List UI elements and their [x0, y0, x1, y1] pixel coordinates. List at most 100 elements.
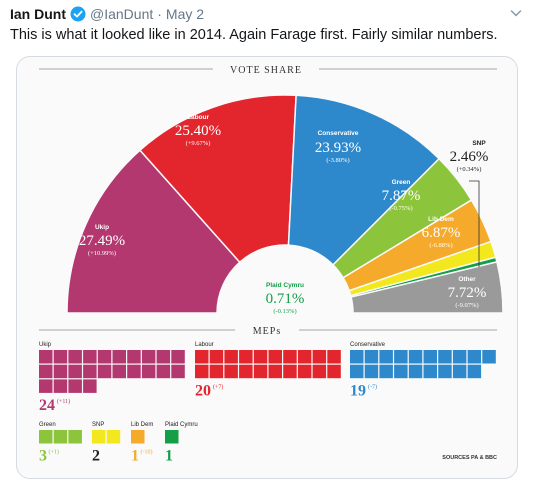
author-handle[interactable]: @IanDunt — [90, 6, 154, 22]
slice-conservative — [287, 94, 441, 266]
mep-seat — [53, 430, 68, 444]
mep-seat — [467, 364, 482, 379]
mep-seat — [327, 364, 341, 379]
label-snp-value: 2.46% — [450, 149, 489, 165]
mep-seat — [379, 350, 393, 364]
mep-party-label: Plaid Cymru — [165, 422, 198, 428]
tweet-date[interactable]: May 2 — [165, 6, 205, 22]
label-libdem-change: (-6.88%) — [429, 242, 452, 249]
election-graphic: VOTE SHARE Ukip Labour Conservative Gree… — [17, 65, 517, 465]
label-conservative-change: (-3.80%) — [326, 157, 349, 164]
mep-count: 1 — [165, 448, 173, 465]
mep-seat — [127, 364, 141, 379]
mep-count: 24 — [39, 397, 55, 414]
mep-seat — [364, 364, 379, 379]
label-conservative-value: 23.93% — [315, 140, 361, 156]
mep-seat — [283, 350, 297, 364]
label-libdem-value: 6.87% — [422, 225, 461, 241]
mep-seat — [327, 350, 341, 364]
mep-seat — [224, 350, 238, 364]
mep-count: 20 — [195, 382, 211, 399]
mep-party-label: SNP — [92, 422, 104, 428]
mep-group-green: Green 3 (+1) — [39, 422, 82, 465]
mep-seat — [467, 350, 482, 364]
meps-title: MEPs — [253, 326, 281, 337]
mep-party-label: Conservative — [350, 342, 386, 348]
mep-seat — [53, 364, 68, 379]
mep-seat — [438, 364, 452, 379]
mep-group-libdem: Lib Dem 1 (-10) — [131, 422, 153, 465]
mep-count: 3 — [39, 448, 47, 465]
mep-seat-grids: Ukip 24 (+11) Labour 20 (+7) Conservative 19 (-7… — [39, 342, 496, 465]
mep-seat — [452, 350, 467, 364]
mep-seat — [394, 364, 408, 379]
mep-seat — [97, 364, 112, 379]
mep-seat — [239, 364, 253, 379]
mep-count: 1 — [131, 448, 139, 465]
verified-badge-icon — [70, 6, 86, 22]
mep-count: 2 — [92, 448, 100, 465]
mep-seat — [253, 364, 268, 379]
tweet-header: Ian Dunt @IanDunt · May 2 — [10, 4, 523, 24]
mep-seat — [68, 364, 82, 379]
tweet-text: This is what it looked like in 2014. Aga… — [10, 27, 498, 43]
mep-seat — [92, 430, 106, 444]
mep-seat — [394, 350, 408, 364]
mep-seat — [482, 350, 496, 364]
mep-party-label: Ukip — [39, 342, 52, 348]
sources-note: SOURCES PA & BBC — [442, 455, 497, 461]
mep-seat — [141, 364, 156, 379]
mep-seat — [131, 430, 145, 444]
chevron-down-icon[interactable] — [509, 6, 523, 20]
mep-seat — [83, 364, 97, 379]
label-conservative-name: Conservative — [318, 130, 359, 137]
mep-seat — [53, 350, 68, 364]
vote-share-chart — [17, 94, 517, 315]
mep-seat — [239, 350, 253, 364]
mep-seat — [39, 350, 53, 364]
mep-party-label: Green — [39, 422, 56, 428]
label-snp-name: SNP — [472, 140, 486, 147]
label-labour-name: Labour — [187, 114, 209, 121]
label-plaid-value: 0.71% — [266, 291, 305, 307]
mep-seat — [408, 350, 423, 364]
mep-seat — [297, 364, 312, 379]
mep-seat — [165, 430, 179, 444]
mep-seat — [195, 350, 209, 364]
label-green-value: 7.87% — [382, 188, 421, 204]
vote-share-title: VOTE SHARE — [230, 65, 302, 76]
tweet-media-card[interactable]: VOTE SHARE Ukip Labour Conservative Gree… — [16, 56, 518, 479]
mep-seat — [312, 364, 327, 379]
label-snp-change: (+0.34%) — [457, 166, 482, 173]
mep-seat — [127, 350, 141, 364]
mep-seat — [112, 350, 126, 364]
separator: · — [157, 6, 162, 22]
author-name[interactable]: Ian Dunt — [10, 6, 66, 22]
mep-count: 19 — [350, 382, 366, 399]
mep-seat — [68, 430, 82, 444]
mep-seat — [253, 350, 268, 364]
label-libdem-name: Lib Dem — [428, 216, 454, 223]
mep-seat — [268, 364, 282, 379]
label-other-change: (-9.07%) — [455, 302, 478, 309]
mep-seat — [268, 350, 282, 364]
mep-change: (-7) — [368, 383, 377, 390]
mep-seat — [83, 379, 97, 393]
mep-change: (+11) — [57, 398, 70, 405]
mep-seat — [364, 350, 379, 364]
mep-group-snp: SNP 2 — [92, 422, 121, 465]
mep-seat — [438, 350, 452, 364]
label-other-value: 7.72% — [448, 285, 487, 301]
mep-party-label: Lib Dem — [131, 422, 153, 428]
slice-ukip — [66, 149, 241, 314]
mep-seat — [423, 350, 437, 364]
mep-seat — [224, 364, 238, 379]
label-other-name: Other — [458, 276, 476, 283]
mep-seat — [68, 379, 82, 393]
mep-seat — [39, 364, 53, 379]
label-plaid-name: Plaid Cymru — [266, 282, 304, 289]
label-labour-value: 25.40% — [175, 123, 221, 139]
mep-change: (+1) — [49, 449, 59, 456]
label-ukip-change: (+10.99%) — [88, 250, 116, 257]
snp-pointer — [469, 180, 480, 267]
